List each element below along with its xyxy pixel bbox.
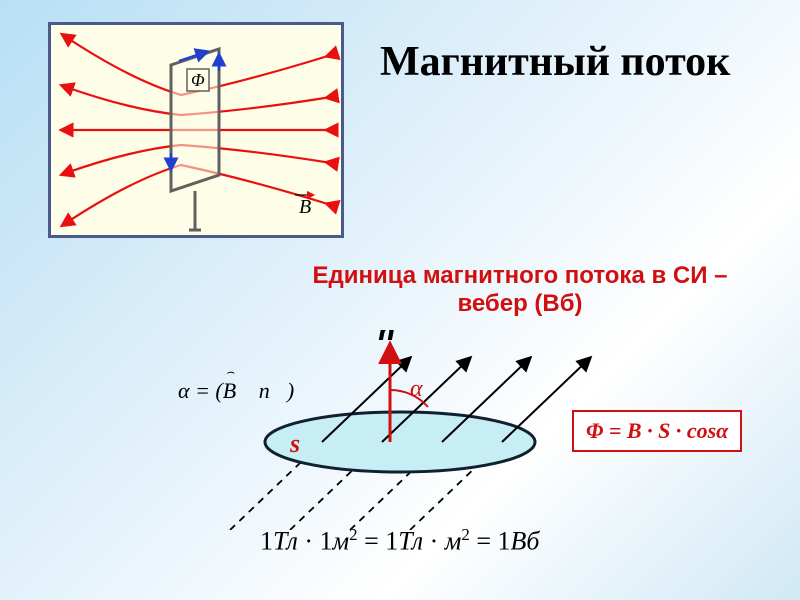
figure-1-frame: Φ B — [48, 22, 344, 238]
alpha-label: α — [410, 376, 423, 402]
title-text: Магнитный поток — [380, 39, 730, 85]
figure-1-svg: Φ B — [51, 25, 341, 235]
surface-ellipse — [265, 412, 535, 472]
page-title: Магнитный поток — [380, 38, 770, 86]
subtitle: Единица магнитного потока в СИ – вебер (… — [260, 262, 780, 318]
b-vector-label: B — [299, 196, 311, 218]
formula-box: Φ = B · S · cosα — [572, 410, 742, 452]
s-label: s — [289, 429, 300, 458]
formula-text: Φ = B · S · cosα — [586, 418, 728, 443]
alpha-equation: α = (⌢B⃗ n⃗) — [178, 378, 294, 404]
subtitle-line2: вебер (Вб) — [260, 290, 780, 318]
phi-label: Φ — [191, 70, 205, 90]
figure-2-svg: n⃗ α s — [160, 330, 640, 530]
n-label: n⃗ — [378, 330, 395, 346]
units-equation: 1Тл · 1м2 = 1Тл · м2 = 1Вб — [260, 525, 539, 557]
subtitle-line1: Единица магнитного потока в СИ – — [260, 262, 780, 290]
